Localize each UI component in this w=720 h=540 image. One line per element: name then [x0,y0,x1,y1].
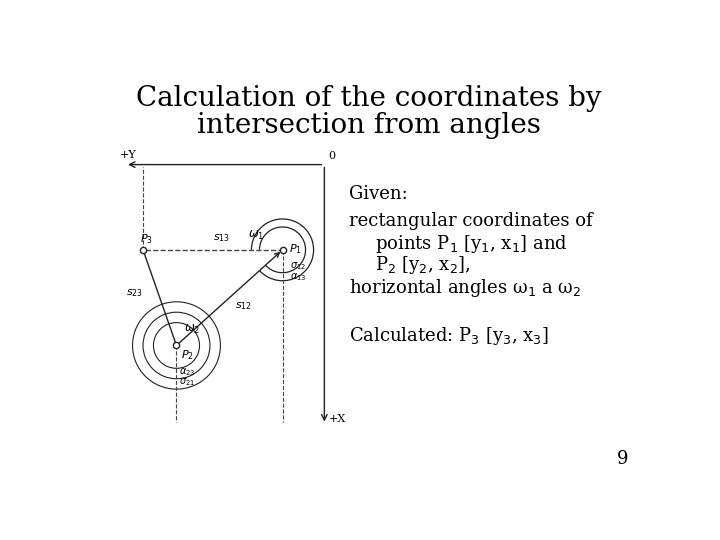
Text: +Y: +Y [120,150,136,160]
Text: $\sigma_{21}$: $\sigma_{21}$ [179,376,195,388]
Text: $s_{13}$: $s_{13}$ [212,233,230,245]
Text: Calculation of the coordinates by: Calculation of the coordinates by [136,85,602,112]
Text: $P_2$: $P_2$ [181,348,194,362]
Text: intersection from angles: intersection from angles [197,112,541,139]
Text: $s_{23}$: $s_{23}$ [126,288,143,299]
Text: P$_2$ [y$_2$, x$_2$],: P$_2$ [y$_2$, x$_2$], [374,254,470,276]
Text: $s_{12}$: $s_{12}$ [235,300,252,312]
Text: $\sigma_{12}$: $\sigma_{12}$ [289,260,306,272]
Text: rectangular coordinates of: rectangular coordinates of [349,212,593,231]
Text: $\alpha_{23}$: $\alpha_{23}$ [179,366,196,377]
Text: points P$_1$ [y$_1$, x$_1$] and: points P$_1$ [y$_1$, x$_1$] and [374,233,567,255]
Text: 0: 0 [328,151,336,161]
Text: horizontal angles ω$_1$ a ω$_2$: horizontal angles ω$_1$ a ω$_2$ [349,277,582,299]
Text: Given:: Given: [349,185,408,204]
Text: $\alpha_{13}$: $\alpha_{13}$ [289,271,306,283]
Text: +X: +X [329,415,346,424]
Text: 9: 9 [617,450,629,468]
Text: $\omega_2$: $\omega_2$ [184,323,200,336]
Text: $P_3$: $P_3$ [140,232,153,246]
Text: $P_1$: $P_1$ [289,242,302,256]
Text: $\omega_1$: $\omega_1$ [248,229,264,242]
Text: Calculated: P$_3$ [y$_3$, x$_3$]: Calculated: P$_3$ [y$_3$, x$_3$] [349,325,549,347]
